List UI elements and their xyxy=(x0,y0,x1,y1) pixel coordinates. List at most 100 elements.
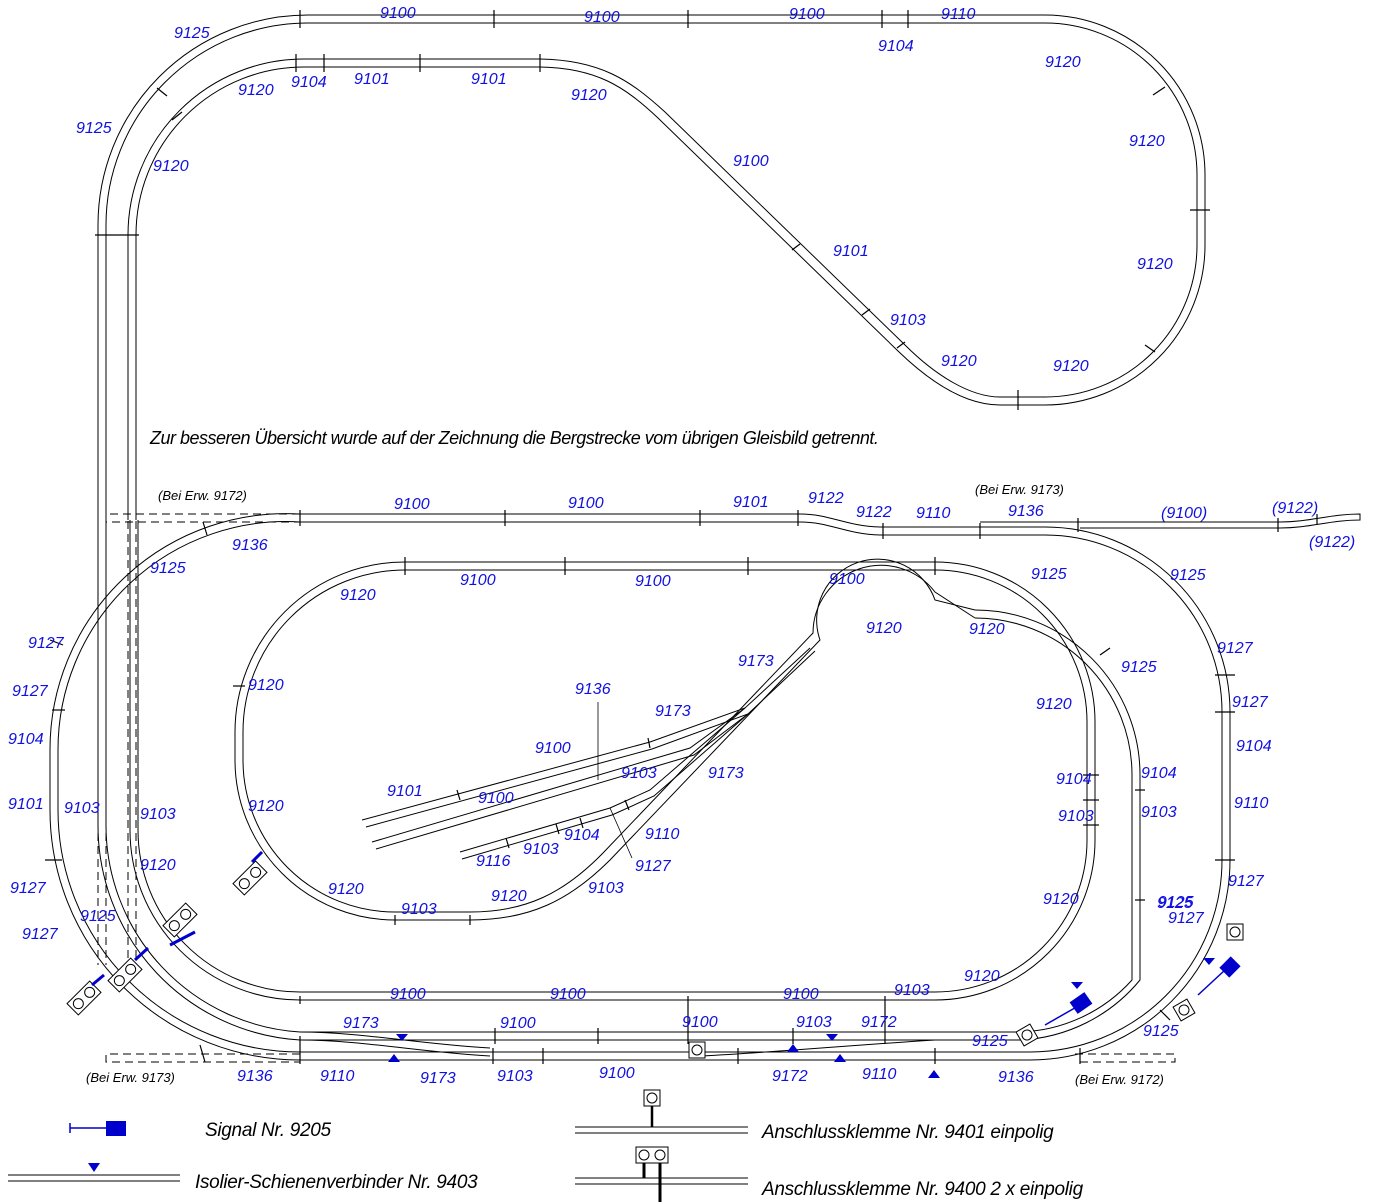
track-label: 9100 xyxy=(783,986,819,1003)
track-label: 9120 xyxy=(238,82,274,99)
track-label: 9103 xyxy=(796,1014,832,1031)
track-label: 9100 xyxy=(500,1015,536,1032)
track-label: 9101 xyxy=(8,796,44,813)
track-label: 9127 xyxy=(635,858,671,875)
track-label: 9136 xyxy=(232,537,268,554)
track-label: 9120 xyxy=(1043,891,1079,908)
track-label: 9110 xyxy=(320,1068,355,1085)
track-label: 9172 xyxy=(861,1014,897,1031)
track-label: 9120 xyxy=(248,798,284,815)
track-label: 9100 xyxy=(535,740,571,757)
track-label: 9103 xyxy=(1141,804,1177,821)
track-label: 9127 xyxy=(10,880,46,897)
track-label: 9101 xyxy=(833,243,869,260)
track-label: 9173 xyxy=(655,703,691,720)
track-label: 9103 xyxy=(497,1068,533,1085)
track-label: 9120 xyxy=(941,353,977,370)
outer-track xyxy=(45,510,1361,1064)
track-label: 9110 xyxy=(645,826,680,843)
track-label: 9103 xyxy=(401,901,437,918)
track-label: 9100 xyxy=(789,6,825,23)
track-label: 9103 xyxy=(621,765,657,782)
track-label: 9127 xyxy=(28,635,64,652)
track-label: 9100 xyxy=(568,495,604,512)
track-label: 9125 xyxy=(1031,566,1067,583)
track-label: 9136 xyxy=(575,681,611,698)
track-label: 9172 xyxy=(772,1068,808,1085)
track-label: 9120 xyxy=(571,87,607,104)
legend-graphics xyxy=(8,1089,748,1202)
track-label: 9173 xyxy=(343,1015,379,1032)
track-label: 9104 xyxy=(878,38,914,55)
note-bei-erw-9173-bottom: (Bei Erw. 9173) xyxy=(86,1070,175,1085)
track-label: 9120 xyxy=(1036,696,1072,713)
track-label: 9100 xyxy=(460,572,496,589)
track-label: 9173 xyxy=(738,653,774,670)
track-label: 9120 xyxy=(1137,256,1173,273)
track-label: 9100 xyxy=(635,573,671,590)
track-label: 9100 xyxy=(550,986,586,1003)
note-bei-erw-9172-top: (Bei Erw. 9172) xyxy=(158,488,247,503)
track-label: 9103 xyxy=(140,806,176,823)
legend-klemme-9400: Anschlussklemme Nr. 9400 2 x einpolig xyxy=(762,1179,1083,1200)
accessories xyxy=(66,850,1244,1078)
track-label: 9120 xyxy=(866,620,902,637)
track-label: 9101 xyxy=(387,783,423,800)
note-bei-erw-9172-bottom: (Bei Erw. 9172) xyxy=(1075,1072,1164,1087)
track-label: 9125 xyxy=(80,908,116,925)
legend-signal: Signal Nr. 9205 xyxy=(205,1120,331,1141)
caption: Zur besseren Übersicht wurde auf der Zei… xyxy=(150,428,879,448)
track-label: 9125 xyxy=(1121,659,1157,676)
track-label: 9100 xyxy=(733,153,769,170)
track-label: 9120 xyxy=(964,968,1000,985)
track-label: 9125 xyxy=(1158,894,1194,911)
track-label: 9127 xyxy=(1217,640,1253,657)
legend-isolier: Isolier-Schienenverbinder Nr. 9403 xyxy=(195,1172,478,1193)
note-bei-erw-9173-top: (Bei Erw. 9173) xyxy=(975,482,1064,497)
track-label: 9100 xyxy=(682,1014,718,1031)
track-label: 9120 xyxy=(153,158,189,175)
track-label: (9122) xyxy=(1309,534,1356,551)
track-label: 9127 xyxy=(12,683,48,700)
track-label: 9100 xyxy=(478,790,514,807)
track-label: 9127 xyxy=(1232,694,1268,711)
track-label: 9122 xyxy=(856,504,892,521)
track-label: 9173 xyxy=(420,1070,456,1087)
track-label: 9101 xyxy=(733,494,769,511)
track-label: 9101 xyxy=(471,71,507,88)
track-label: 9127 xyxy=(22,926,58,943)
track-label: 9100 xyxy=(380,5,416,22)
track-label: 9100 xyxy=(584,9,620,26)
track-label: 9104 xyxy=(8,731,44,748)
track-label: 9125 xyxy=(150,560,186,577)
track-label: 9125 xyxy=(76,120,112,137)
track-label: 9104 xyxy=(1056,771,1092,788)
track-label: 9120 xyxy=(340,587,376,604)
track-label: 9136 xyxy=(998,1069,1034,1086)
track-label: (9100) xyxy=(1161,505,1208,522)
track-label: 9125 xyxy=(1157,895,1193,912)
track-label: 9120 xyxy=(328,881,364,898)
track-label: 9125 xyxy=(1170,567,1206,584)
track-label: 9125 xyxy=(972,1033,1008,1050)
track-label: 9104 xyxy=(1141,765,1177,782)
track-label: 9120 xyxy=(1129,133,1165,150)
track-label: 9120 xyxy=(1045,54,1081,71)
track-label: 9136 xyxy=(237,1068,273,1085)
legend-klemme-9401: Anschlussklemme Nr. 9401 einpolig xyxy=(762,1122,1054,1143)
track-label: 9110 xyxy=(941,6,976,23)
track-label: 9100 xyxy=(394,496,430,513)
track-label: 9116 xyxy=(476,853,511,870)
track-label: 9110 xyxy=(862,1066,897,1083)
track-label: 9173 xyxy=(708,765,744,782)
track-label: 9104 xyxy=(1236,738,1272,755)
track-label: 9125 xyxy=(1143,1023,1179,1040)
track-label: 9103 xyxy=(894,982,930,999)
track-label: 9120 xyxy=(140,857,176,874)
track-label: 9127 xyxy=(1228,873,1264,890)
track-label: 9127 xyxy=(1168,910,1204,927)
track-label: 9125 xyxy=(174,25,210,42)
inner-track xyxy=(129,520,1099,1057)
track-label: 9103 xyxy=(588,880,624,897)
